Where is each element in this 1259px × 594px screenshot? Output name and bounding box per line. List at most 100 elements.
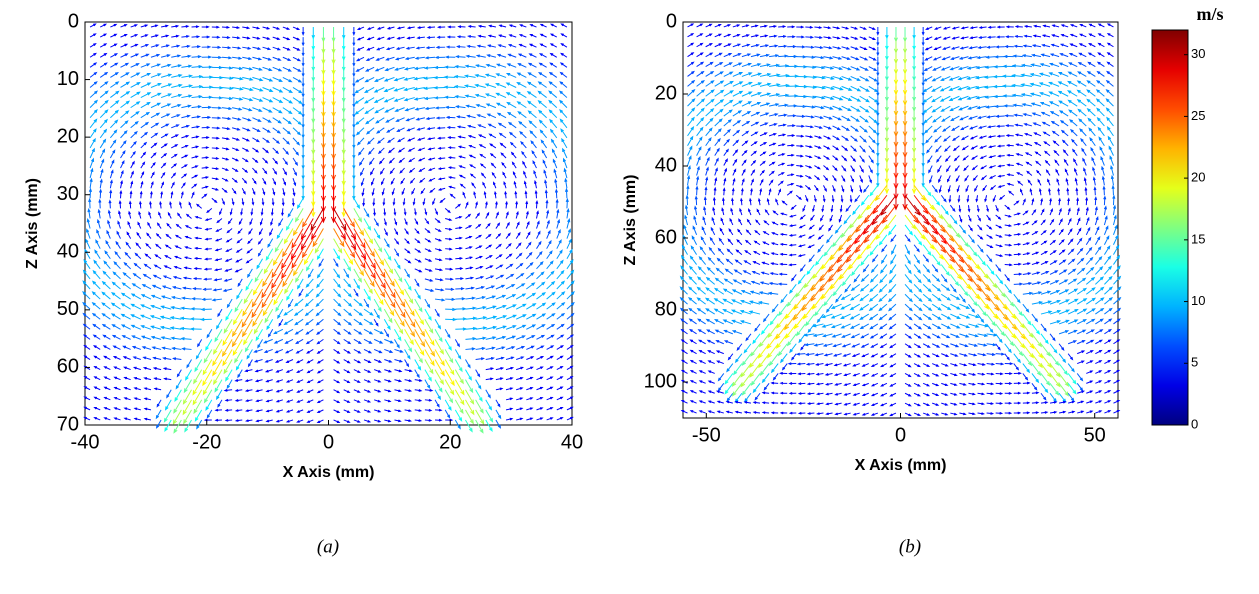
vector-arrow: [995, 411, 1004, 415]
vector-arrow: [333, 298, 342, 308]
vector-arrow: [529, 33, 537, 38]
vector-arrow: [160, 133, 169, 139]
vector-arrow: [951, 125, 960, 132]
vector-arrow: [195, 349, 203, 360]
vector-arrow: [221, 76, 234, 80]
vector-arrow: [445, 115, 456, 119]
vector-arrow: [416, 36, 425, 40]
vector-arrow: [679, 286, 688, 295]
vector-arrow: [841, 26, 850, 30]
vector-arrow: [546, 313, 556, 320]
vector-arrow: [931, 264, 939, 273]
vector-arrow: [1092, 166, 1096, 176]
vector-arrow: [536, 261, 544, 270]
vector-arrow: [495, 399, 501, 408]
vector-arrow: [904, 303, 913, 312]
vector-arrow: [1083, 176, 1087, 186]
vector-arrow: [837, 254, 852, 273]
vector-arrow: [922, 283, 932, 293]
vector-arrow: [503, 180, 507, 189]
vector-arrow: [464, 94, 476, 99]
x-tick-label: 20: [439, 431, 461, 453]
vector-arrow: [705, 107, 715, 117]
vector-arrow: [294, 208, 304, 223]
vector-arrow: [164, 244, 172, 250]
vector-arrow: [110, 81, 120, 88]
vector-arrow: [759, 187, 763, 196]
vector-arrow: [724, 268, 734, 275]
vector-arrow: [922, 293, 933, 302]
vector-arrow: [475, 419, 484, 434]
vector-arrow: [434, 268, 444, 272]
vector-arrow: [383, 258, 394, 275]
vector-arrow: [949, 224, 961, 239]
vector-arrow: [805, 155, 813, 159]
vector-arrow: [414, 329, 426, 348]
vector-arrow: [777, 172, 785, 176]
vector-arrow: [224, 398, 233, 402]
vector-arrow: [405, 117, 415, 122]
vector-arrow: [1095, 410, 1103, 414]
vector-arrow: [796, 45, 806, 49]
vector-arrow: [406, 36, 415, 40]
vector-arrow: [1113, 254, 1121, 265]
vector-arrow: [841, 85, 853, 91]
vector-arrow: [282, 66, 293, 72]
vector-arrow: [82, 269, 91, 280]
vector-arrow: [373, 359, 383, 363]
vector-arrow: [1077, 108, 1087, 117]
vector-arrow: [150, 83, 162, 88]
vector-arrow: [1098, 136, 1105, 147]
vector-arrow: [358, 157, 365, 166]
vector-arrow: [723, 119, 733, 127]
vector-arrow: [832, 135, 841, 141]
vector-arrow: [103, 396, 111, 401]
vector-arrow: [282, 137, 291, 145]
vector-arrow: [515, 231, 521, 239]
vector-arrow: [227, 218, 233, 225]
vector-arrow: [1022, 221, 1030, 226]
vector-arrow: [262, 46, 272, 51]
vector-arrow: [99, 178, 103, 189]
vector-arrow: [254, 268, 263, 283]
vector-arrow: [904, 373, 912, 378]
vector-arrow: [974, 75, 987, 80]
vector-arrow: [133, 376, 141, 381]
vector-arrow: [252, 76, 264, 82]
vector-arrow: [445, 227, 453, 231]
vector-arrow: [701, 226, 707, 236]
vector-arrow: [859, 76, 870, 82]
vector-arrow: [138, 210, 142, 219]
vector-arrow: [566, 344, 574, 350]
vector-arrow: [1093, 186, 1097, 196]
vector-arrow: [784, 323, 797, 340]
vector-arrow: [379, 167, 385, 175]
vector-arrow: [977, 333, 989, 337]
vector-arrow: [949, 274, 960, 287]
vector-arrow: [714, 277, 725, 285]
vector-arrow: [977, 125, 987, 129]
vector-arrow: [109, 179, 113, 189]
vector-arrow: [995, 45, 1005, 49]
vector-arrow: [1040, 271, 1050, 275]
vector-arrow: [832, 56, 843, 60]
vector-arrow: [546, 302, 556, 310]
vector-arrow: [832, 115, 842, 121]
vector-arrow: [743, 410, 752, 414]
vector-arrow: [931, 313, 942, 320]
vector-arrow: [817, 234, 824, 240]
vector-arrow: [750, 121, 760, 127]
vector-arrow: [273, 328, 284, 335]
vector-arrow: [485, 244, 493, 250]
vector-arrow: [1014, 133, 1023, 137]
vector-arrow: [696, 146, 702, 156]
vector-arrow: [922, 254, 930, 263]
vector-arrow: [1013, 212, 1021, 216]
vector-arrow: [1105, 79, 1114, 87]
vector-arrow: [211, 298, 223, 302]
vector-arrow: [294, 298, 304, 307]
vector-arrow: [407, 137, 415, 142]
vector-arrow: [285, 389, 294, 393]
vector-arrow: [712, 206, 716, 216]
vector-arrow: [113, 397, 121, 401]
